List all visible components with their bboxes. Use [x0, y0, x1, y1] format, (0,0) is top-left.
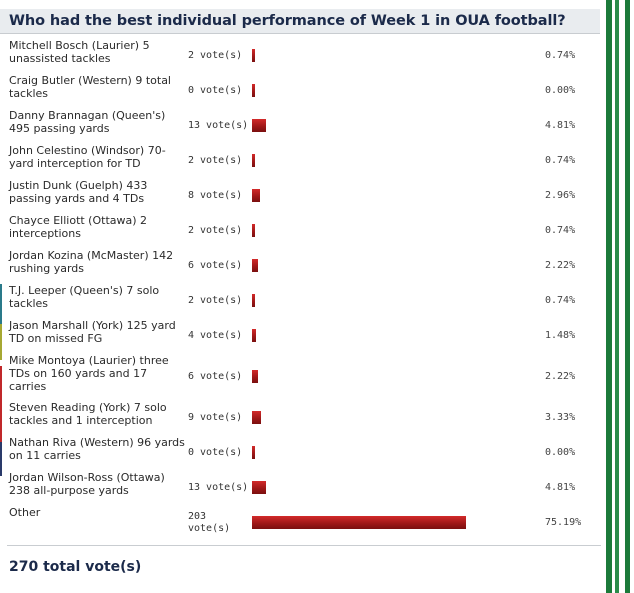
option-name: Justin Dunk (Guelph) 433 passing yards a…: [9, 179, 148, 205]
option-votes: 2 vote(s): [188, 294, 243, 306]
poll-option-row: Jason Marshall (York) 125 yard TD on mis…: [0, 318, 600, 353]
option-name: Mitchell Bosch (Laurier) 5 unassisted ta…: [9, 39, 150, 65]
option-bar-track: [252, 481, 266, 494]
option-bar-track: [252, 259, 258, 272]
option-bar: [252, 119, 266, 132]
option-name: Steven Reading (York) 7 solo tackles and…: [9, 401, 167, 427]
option-name: Chayce Elliott (Ottawa) 2 interceptions: [9, 214, 148, 240]
left-accent-bar-navy: [0, 442, 2, 476]
option-votes: 8 vote(s): [188, 189, 243, 201]
option-bar: [252, 481, 266, 494]
option-name: Jason Marshall (York) 125 yard TD on mis…: [9, 319, 176, 345]
option-percent: 4.81%: [545, 481, 576, 493]
option-percent: 2.22%: [545, 370, 576, 382]
option-bar: [252, 259, 258, 272]
poll-header: Who had the best individual performance …: [0, 9, 600, 34]
poll-option-row: Other 203 vote(s) 75.19%: [0, 505, 600, 540]
option-votes: 6 vote(s): [188, 259, 243, 271]
option-votes: 2 vote(s): [188, 224, 243, 236]
option-name: Craig Butler (Western) 9 total tackles: [9, 74, 171, 100]
option-bar: [252, 189, 260, 202]
poll-option-row: Chayce Elliott (Ottawa) 2 interceptions 2…: [0, 213, 600, 248]
option-bar-track: [252, 411, 261, 424]
option-percent: 1.48%: [545, 329, 576, 341]
poll-option-row: Mike Montoya (Laurier) three TDs on 160 …: [0, 353, 600, 400]
option-votes: 6 vote(s): [188, 370, 243, 382]
option-bar-track: [252, 224, 255, 237]
option-name: Jordan Wilson-Ross (Ottawa) 238 all-purp…: [9, 471, 165, 497]
option-bar: [252, 49, 255, 62]
poll-question: Who had the best individual performance …: [9, 13, 566, 29]
poll-option-row: Jordan Kozina (McMaster) 142 rushing yar…: [0, 248, 600, 283]
poll-option-row: Mitchell Bosch (Laurier) 5 unassisted ta…: [0, 38, 600, 73]
poll-option-row: Craig Butler (Western) 9 total tackles 0 …: [0, 73, 600, 108]
left-accent-bar-red: [0, 366, 2, 442]
option-bar: [252, 516, 466, 529]
option-bar: [252, 370, 258, 383]
option-votes: 203 vote(s): [188, 510, 231, 534]
option-bar-track: [252, 154, 255, 167]
option-bar-track: [252, 446, 255, 459]
option-bar-track: [252, 370, 258, 383]
poll-option-row: T.J. Leeper (Queen's) 7 solo tackles 2 vo…: [0, 283, 600, 318]
option-votes: 2 vote(s): [188, 49, 243, 61]
option-percent: 2.96%: [545, 189, 576, 201]
option-votes: 13 vote(s): [188, 119, 249, 131]
option-votes: 0 vote(s): [188, 84, 243, 96]
option-percent: 2.22%: [545, 259, 576, 271]
option-name: Other: [9, 506, 41, 519]
option-bar: [252, 224, 255, 237]
poll-option-row: Steven Reading (York) 7 solo tackles and…: [0, 400, 600, 435]
option-name: John Celestino (Windsor) 70-yard interce…: [9, 144, 166, 170]
option-percent: 0.74%: [545, 224, 576, 236]
option-bar-track: [252, 516, 466, 529]
option-votes: 0 vote(s): [188, 446, 243, 458]
option-bar: [252, 294, 255, 307]
option-bar: [252, 84, 255, 97]
option-bar-track: [252, 119, 266, 132]
poll-option-row: Jordan Wilson-Ross (Ottawa) 238 all-purp…: [0, 470, 600, 505]
option-bar: [252, 154, 255, 167]
option-bar: [252, 411, 261, 424]
option-votes: 9 vote(s): [188, 411, 243, 423]
option-bar-track: [252, 84, 255, 97]
option-percent: 0.74%: [545, 154, 576, 166]
option-percent: 4.81%: [545, 119, 576, 131]
option-percent: 0.00%: [545, 446, 576, 458]
option-bar-track: [252, 294, 255, 307]
poll-option-row: Justin Dunk (Guelph) 433 passing yards a…: [0, 178, 600, 213]
divider: [7, 545, 601, 546]
option-bar-track: [252, 329, 256, 342]
left-accent-bar-teal: [0, 284, 2, 324]
total-votes: 270 total vote(s): [9, 559, 142, 575]
option-votes: 13 vote(s): [188, 481, 249, 493]
option-percent: 0.74%: [545, 49, 576, 61]
option-percent: 0.00%: [545, 84, 576, 96]
option-bar: [252, 446, 255, 459]
option-bar-track: [252, 189, 260, 202]
option-name: Mike Montoya (Laurier) three TDs on 160 …: [9, 354, 169, 393]
option-bar: [252, 329, 256, 342]
side-stripe-decoration: [603, 0, 634, 593]
poll-widget: Who had the best individual performance …: [0, 9, 601, 575]
poll-option-row: Nathan Riva (Western) 96 yards on 11 car…: [0, 435, 600, 470]
option-name: Jordan Kozina (McMaster) 142 rushing yar…: [9, 249, 174, 275]
option-votes: 2 vote(s): [188, 154, 243, 166]
option-percent: 75.19%: [545, 516, 582, 528]
option-name: T.J. Leeper (Queen's) 7 solo tackles: [9, 284, 160, 310]
option-percent: 3.33%: [545, 411, 576, 423]
option-votes: 4 vote(s): [188, 329, 243, 341]
option-percent: 0.74%: [545, 294, 576, 306]
left-accent-bar-olive: [0, 324, 2, 360]
option-name: Nathan Riva (Western) 96 yards on 11 car…: [9, 436, 185, 462]
poll-option-row: Danny Brannagan (Queen's) 495 passing ya…: [0, 108, 600, 143]
poll-option-row: John Celestino (Windsor) 70-yard interce…: [0, 143, 600, 178]
option-name: Danny Brannagan (Queen's) 495 passing ya…: [9, 109, 166, 135]
option-bar-track: [252, 49, 255, 62]
